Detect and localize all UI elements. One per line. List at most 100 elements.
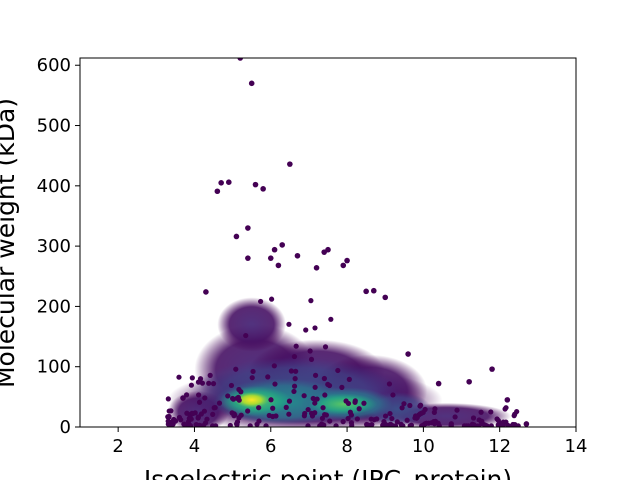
data-point xyxy=(256,405,262,411)
data-point xyxy=(328,316,334,322)
data-point xyxy=(243,332,249,339)
outlier-point xyxy=(523,421,530,427)
data-point xyxy=(204,416,210,422)
data-point xyxy=(258,298,264,305)
data-point xyxy=(307,348,313,354)
plot-area-frame xyxy=(79,57,577,428)
data-point xyxy=(488,409,494,415)
outlier-points xyxy=(165,58,530,427)
data-point xyxy=(286,398,293,404)
data-point xyxy=(206,380,212,386)
outlier-point xyxy=(260,186,266,192)
data-point xyxy=(176,374,182,380)
outlier-point xyxy=(226,179,232,186)
data-point xyxy=(230,396,237,402)
y-tick-label: 500 xyxy=(37,116,71,137)
outlier-point xyxy=(245,255,251,261)
outlier-point xyxy=(435,380,442,387)
data-point xyxy=(327,418,333,424)
data-point xyxy=(303,327,309,333)
data-point xyxy=(495,417,501,424)
data-point xyxy=(269,296,275,302)
outlier-point xyxy=(267,255,274,261)
data-point xyxy=(514,408,520,415)
data-point xyxy=(270,413,276,420)
x-tick-label: 6 xyxy=(265,436,276,457)
x-tick-label: 12 xyxy=(488,436,511,457)
outlier-point xyxy=(237,58,244,61)
data-point xyxy=(505,423,512,427)
data-point xyxy=(419,423,425,427)
outlier-point xyxy=(172,418,179,424)
y-tick-label: 200 xyxy=(37,296,71,317)
data-point xyxy=(452,414,458,420)
data-point xyxy=(188,416,194,422)
data-point xyxy=(476,417,482,423)
data-point xyxy=(227,422,233,427)
data-point xyxy=(309,410,315,416)
data-point xyxy=(345,415,351,422)
density-cloud xyxy=(167,297,512,427)
data-point xyxy=(271,363,277,369)
x-tick-label: 4 xyxy=(189,436,200,457)
data-point xyxy=(345,400,352,407)
data-point xyxy=(386,381,393,387)
x-tick-label: 14 xyxy=(565,436,588,457)
data-point xyxy=(312,325,318,331)
data-point xyxy=(196,422,203,427)
data-point xyxy=(250,368,256,375)
data-point xyxy=(211,405,217,411)
data-point xyxy=(488,423,494,427)
data-point xyxy=(382,413,389,419)
data-point xyxy=(454,407,460,413)
data-point xyxy=(414,414,420,420)
y-tick-label: 0 xyxy=(60,417,71,438)
outlier-point xyxy=(275,262,282,269)
data-point xyxy=(502,406,508,412)
x-tick-label: 10 xyxy=(412,436,435,457)
data-point xyxy=(236,415,242,421)
data-point xyxy=(389,415,395,422)
data-point xyxy=(292,376,298,382)
y-tick-label: 600 xyxy=(37,55,71,76)
outlier-point xyxy=(214,188,221,195)
density-blob xyxy=(234,392,269,408)
outlier-point xyxy=(382,294,389,301)
data-point xyxy=(207,372,213,378)
data-point xyxy=(228,382,235,389)
data-point xyxy=(310,395,316,402)
outlier-point xyxy=(466,378,472,385)
outlier-point xyxy=(363,288,369,295)
data-point xyxy=(431,418,437,425)
x-tick-label: 2 xyxy=(112,436,123,457)
data-point xyxy=(321,375,327,382)
data-point xyxy=(183,392,190,398)
data-point xyxy=(348,420,355,426)
data-point xyxy=(320,405,326,411)
data-point xyxy=(291,353,298,360)
x-tick-label: 8 xyxy=(341,436,352,457)
data-point xyxy=(511,413,517,419)
data-point xyxy=(216,400,223,406)
data-point xyxy=(293,368,299,374)
data-point xyxy=(465,423,472,427)
data-point xyxy=(361,400,367,406)
outlier-point xyxy=(233,233,240,240)
data-point xyxy=(286,321,292,327)
outlier-point xyxy=(504,397,511,403)
data-point xyxy=(265,374,271,380)
data-point xyxy=(387,410,393,417)
data-point xyxy=(322,392,328,398)
data-point xyxy=(188,382,195,388)
data-point xyxy=(333,423,339,427)
data-point xyxy=(233,421,240,427)
data-point xyxy=(305,406,311,413)
data-point xyxy=(407,402,413,409)
data-point xyxy=(478,409,484,415)
data-point xyxy=(312,372,319,378)
data-point xyxy=(231,413,237,419)
outlier-point xyxy=(405,351,411,357)
data-point xyxy=(235,394,241,401)
data-point xyxy=(301,413,307,419)
y-tick-label: 100 xyxy=(37,357,71,378)
